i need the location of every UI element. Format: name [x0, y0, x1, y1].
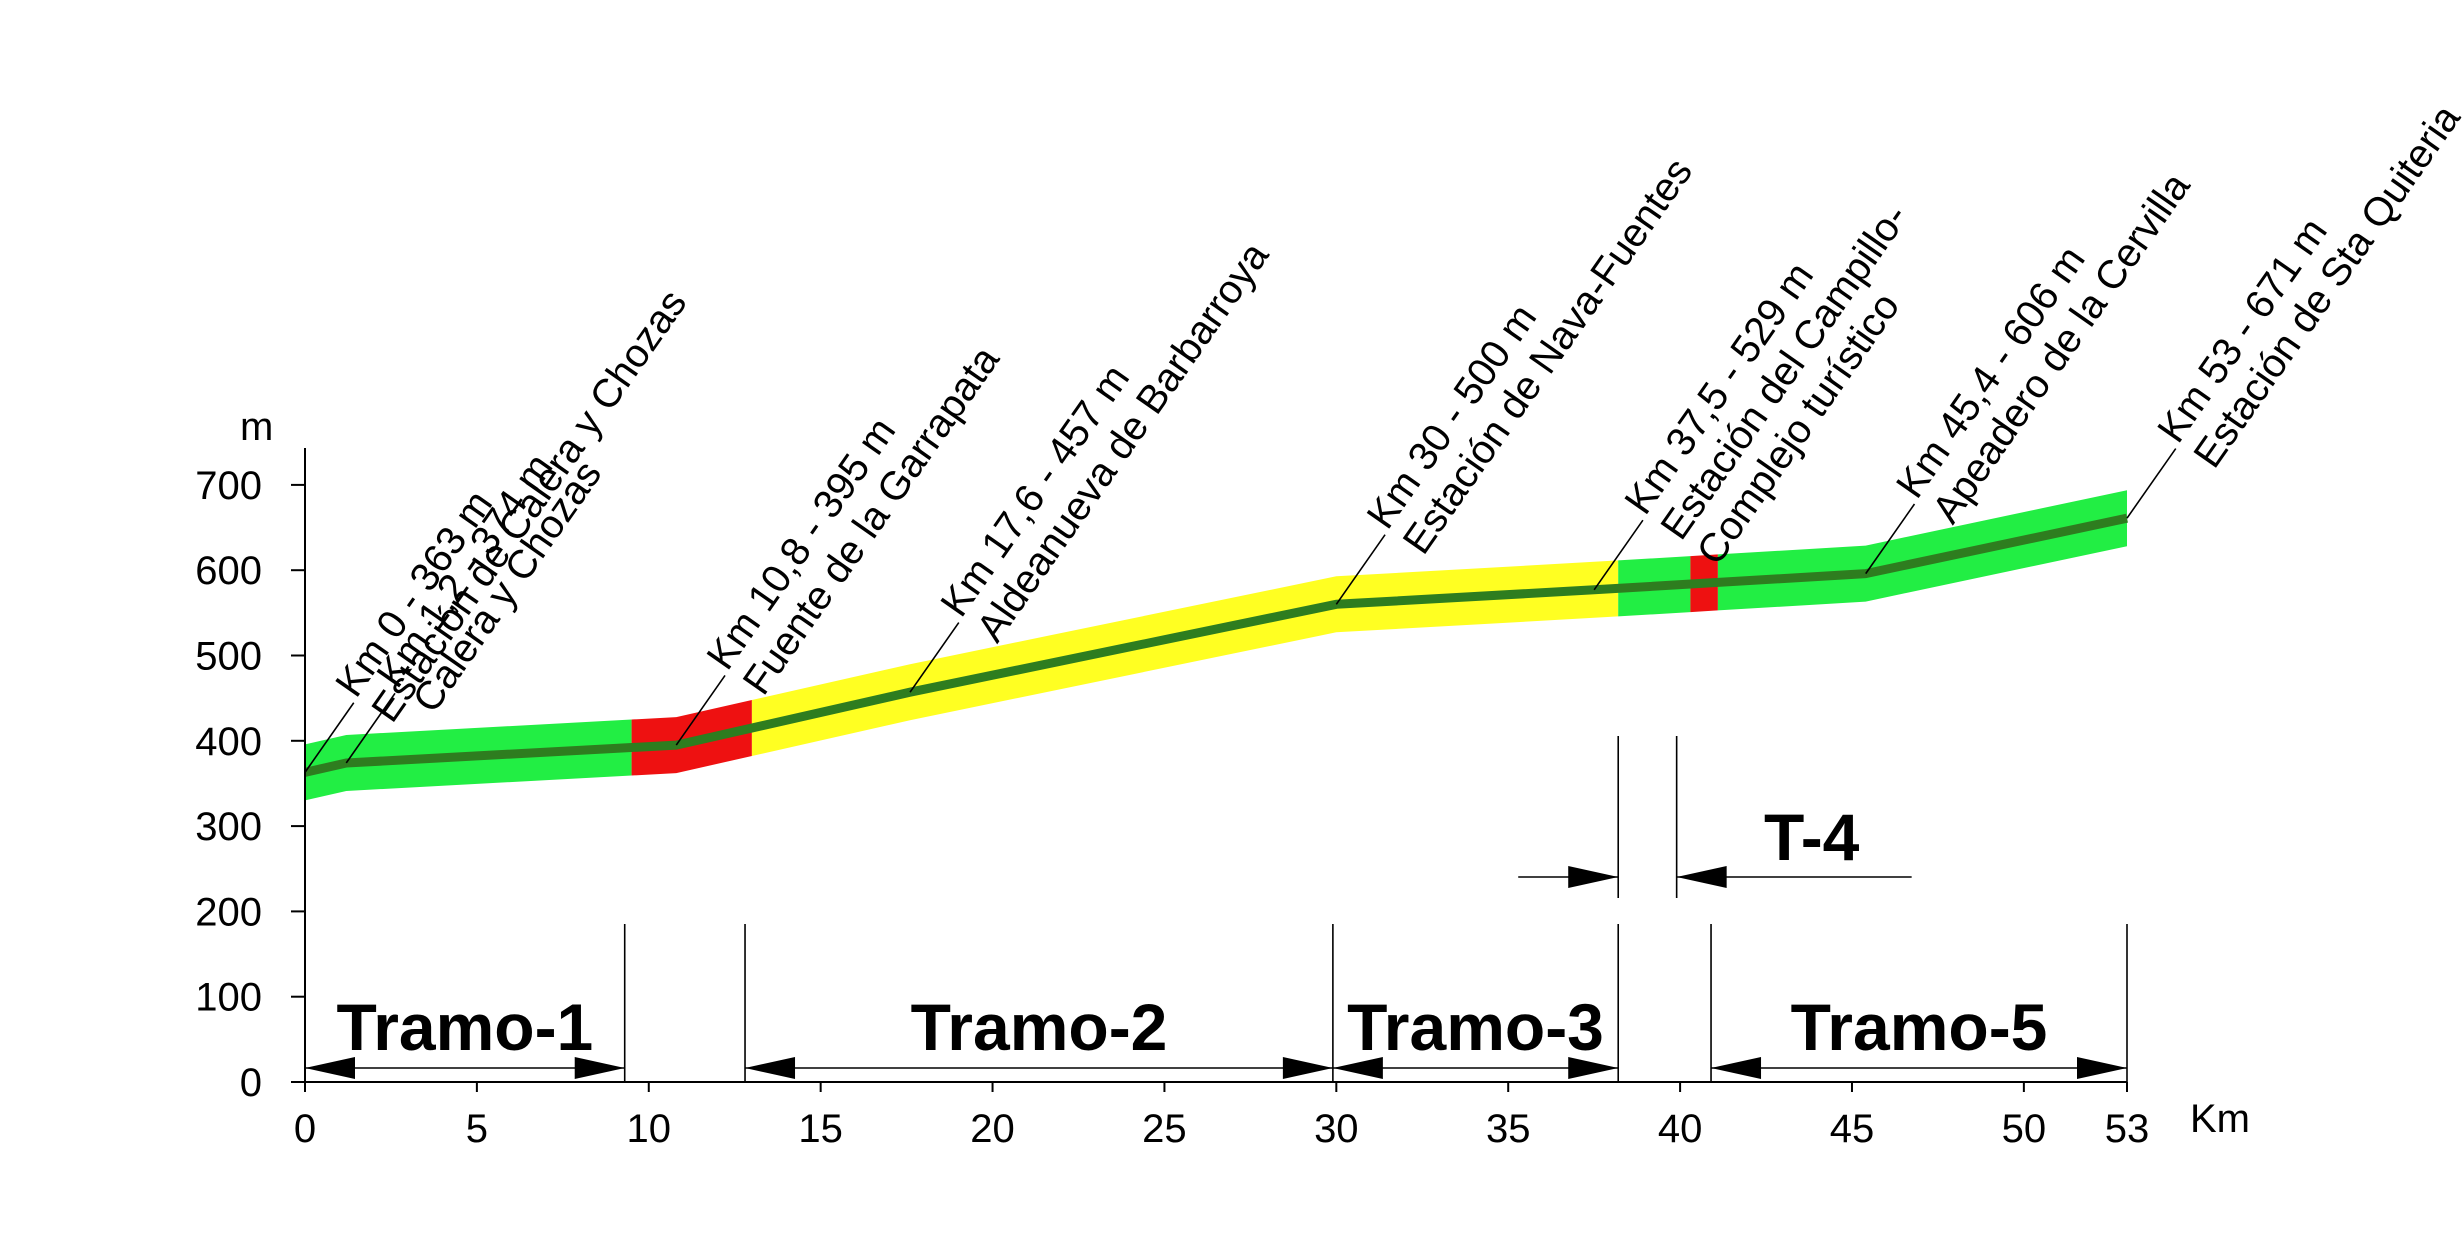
- arrow-head: [1676, 866, 1727, 888]
- band-6: [1717, 490, 2127, 611]
- y-tick-label: 100: [195, 976, 262, 1020]
- annotation-leader: [1335, 534, 1386, 605]
- section-label: T-4: [1764, 800, 1860, 874]
- annotation-leader: [345, 692, 396, 764]
- arrow-head: [574, 1057, 625, 1079]
- arrow-head: [2077, 1057, 2127, 1079]
- annotation-leader: [1593, 519, 1644, 591]
- band-3: [751, 560, 1619, 756]
- y-tick-label: 700: [195, 464, 262, 508]
- arrow-head: [1282, 1057, 1333, 1079]
- arrow-head: [745, 1057, 796, 1079]
- y-tick-label: 0: [240, 1061, 262, 1105]
- section-label: Tramo-5: [1791, 990, 2048, 1064]
- x-tick-label: 53: [2105, 1107, 2150, 1151]
- arrow-head: [1332, 1057, 1383, 1079]
- x-tick-label: 5: [466, 1107, 488, 1151]
- section-label: Tramo-3: [1347, 990, 1604, 1064]
- x-axis-label: Km: [2190, 1097, 2250, 1141]
- axes: [304, 448, 2127, 1083]
- annotation-leader: [675, 674, 726, 746]
- profile-line-group: [304, 513, 2128, 777]
- annotation-leader: [909, 622, 960, 693]
- y-ticks: 0 100 200 300 400 500 600 700: [195, 464, 305, 1105]
- y-tick-label: 400: [195, 720, 262, 764]
- y-tick-label: 500: [195, 635, 262, 679]
- annotation-leader: [1865, 503, 1916, 575]
- x-tick-label: 35: [1486, 1107, 1531, 1151]
- track-bands: [305, 490, 2127, 801]
- annotation-label: Apeadero de la Cervilla: [1924, 165, 2199, 531]
- y-tick-label: 600: [195, 549, 262, 593]
- annotation-label: Estación de Sta Quiteria: [2185, 96, 2462, 475]
- arrow-head: [305, 1057, 355, 1079]
- arrow-head: [1568, 866, 1619, 888]
- arrow-head: [1711, 1057, 1762, 1079]
- annotation-leader: [2126, 448, 2177, 519]
- annotation-label: Estación del Campillo-: [1653, 196, 1917, 547]
- x-tick-label: 25: [1142, 1107, 1187, 1151]
- x-tick-label: 45: [1830, 1107, 1875, 1151]
- section-label: Tramo-2: [911, 990, 1168, 1064]
- section-markers: Tramo-1 Tramo-2 Tramo-3 T-4 Tramo-5: [305, 736, 2128, 1082]
- profile-line: [304, 513, 2128, 777]
- x-tick-label: 20: [970, 1107, 1015, 1151]
- x-tick-label: 40: [1658, 1107, 1703, 1151]
- arrow-head: [1568, 1057, 1619, 1079]
- x-ticks: 0 5 10 15 20 25 30 35 40 45 50 53: [294, 1082, 2149, 1151]
- y-axis-label: m: [240, 405, 273, 449]
- x-tick-label: 15: [798, 1107, 843, 1151]
- y-tick-label: 200: [195, 890, 262, 934]
- y-tick-label: 300: [195, 805, 262, 849]
- section-label: Tramo-1: [337, 990, 594, 1064]
- x-tick-label: 50: [2002, 1107, 2047, 1151]
- annotation-label: Aldeanueva de Barbarroya: [968, 234, 1277, 650]
- x-tick-label: 0: [294, 1107, 316, 1151]
- annotation-leader: [304, 702, 355, 773]
- x-tick-label: 10: [627, 1107, 672, 1151]
- annotation-label: Fuente de la Garrapata: [735, 338, 1009, 703]
- x-tick-label: 30: [1314, 1107, 1359, 1151]
